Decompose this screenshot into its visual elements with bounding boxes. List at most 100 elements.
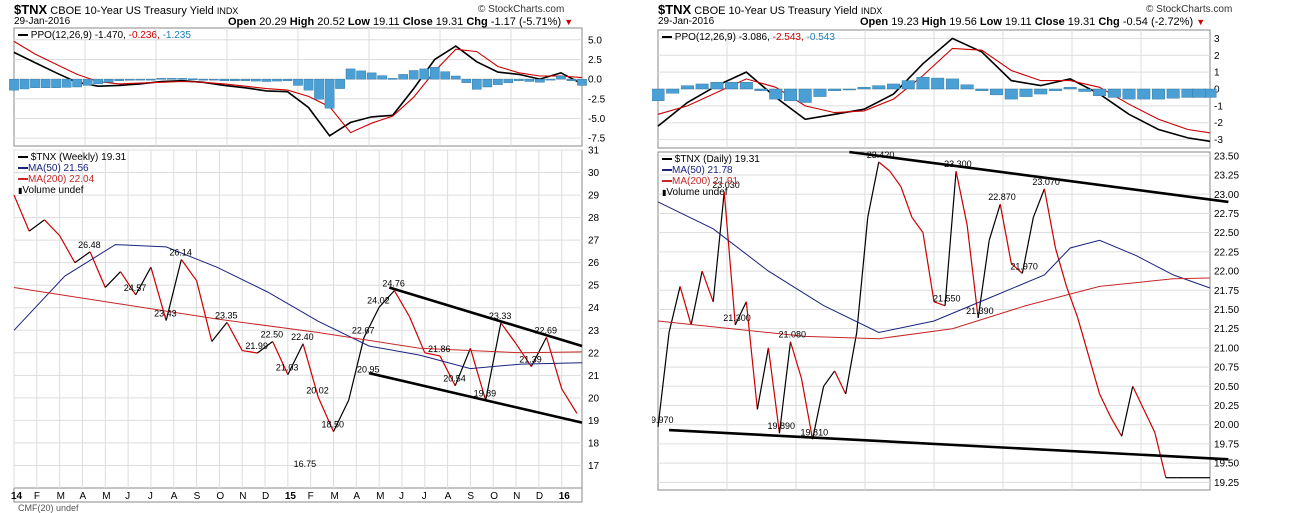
left-ppo-histogram-bar [166,78,177,80]
left-price-y-tick-label: 17 [588,461,600,472]
left-ppo-histogram-bar [240,78,251,81]
right-price-price-segment [679,286,692,326]
right-ppo-histogram-bar [1137,88,1151,100]
left-price-price-segment [485,322,502,401]
right-ppo-histogram-bar [1078,88,1092,92]
right-price-y-tick-label: 22.50 [1214,228,1239,239]
right-price-price-segment [734,301,747,326]
left-ppo-legend: PPO(12,26,9) -1.470, -0.236, -1.235 [18,30,191,41]
right-chart: $TNX CBOE 10-Year US Treasury Yield INDX… [652,0,1296,512]
left-price-price-segment [135,266,152,296]
left-price-price-segment [74,251,91,264]
right-price-y-tick-label: 23.50 [1214,151,1239,162]
left-price-x-tick-label: F [34,491,40,502]
left-quote-row: Open 20.29 High 20.52 Low 19.11 Close 19… [228,16,574,28]
right-price-y-tick-label: 21.25 [1214,324,1239,335]
right-price-y-tick-label: 23.00 [1214,190,1239,201]
left-price-x-tick-label: J [125,491,130,502]
right-price-y-tick-label: 22.75 [1214,209,1239,220]
right-ppo-histogram-bar [1122,88,1136,100]
left-ppo-histogram-bar [272,78,282,82]
left-ppo-histogram-bar [303,78,314,91]
right-price-value-annotation: 21.970 [1010,261,1038,271]
left-price-x-tick-label: A [171,491,178,502]
right-price-price-segment [933,301,946,307]
right-ppo-y-tick-label: 3 [1214,34,1220,45]
right-ppo-histogram-bar [666,88,680,94]
left-price-price-segment [43,219,61,237]
left-price-price-segment [272,341,289,375]
left-ppo-y-tick-label: 5.0 [588,35,602,46]
right-ppo-histogram-bar [1203,88,1217,98]
left-ppo-histogram-bar [293,78,303,86]
left-ppo-histogram-bar [30,78,40,88]
left-title-row: $TNX CBOE 10-Year US Treasury Yield INDX [14,2,238,17]
left-price-price-segment [530,336,548,367]
right-price-price-segment [944,171,957,306]
left-ppo-histogram-bar [51,78,61,88]
left-ppo-histogram-bar [356,70,366,80]
right-date: 29-Jan-2016 [658,16,715,27]
left-price-price-segment [165,259,182,321]
left-price-value-annotation: 26.14 [169,248,192,258]
right-price-price-segment [922,232,935,302]
left-price-y-tick-label: 18 [588,438,600,449]
left-price-price-segment [226,322,243,351]
left-price-frame [13,149,583,489]
left-price-x-tick-label: S [194,491,201,502]
right-price-value-annotation: 23.300 [944,159,972,169]
left-price-y-tick-label: 23 [588,326,600,337]
right-price-price-segment [800,378,814,440]
right-price-price-segment [889,170,902,187]
right-ppo-histogram-bar [842,88,856,91]
right-ppo-histogram-bar [1034,88,1048,95]
right-ppo-histogram-bar [828,88,842,91]
left-price-price-segment [150,267,167,321]
left-price-value-annotation: 21.99 [245,341,268,351]
left-ppo-histogram-bar [19,78,30,90]
left-ppo-legend-swatch [18,34,28,37]
left-price-y-tick-label: 20 [588,393,600,404]
left-price-price-segment [211,322,228,342]
left-price-x-tick-label: F [308,491,314,502]
left-ppo-histogram-bar [408,70,419,80]
left-price-x-tick-label: A [79,491,86,502]
left-price-price-segment [348,337,365,401]
right-price-price-segment [867,161,880,218]
left-ppo-histogram-bar [461,78,472,83]
right-price-price-segment [856,217,869,333]
right-price-value-annotation: 21.390 [966,306,994,316]
left-price-price-segment [393,290,411,318]
left-ppo-y-tick-label: -5.0 [588,114,606,125]
left-price-x-tick-label: N [239,491,246,502]
right-price-price-segment [878,161,891,172]
left-price-y-tick-label: 31 [588,146,600,157]
left-ppo-histogram-bar [493,78,503,85]
left-exchange: INDX [216,6,239,16]
left-ppo-histogram-bar [545,78,556,81]
left-ppo-histogram-bar [482,78,493,88]
right-ppo-histogram-bar [931,77,945,90]
left-price-price-segment [424,352,441,357]
left-price-x-tick-label: O [490,491,498,502]
right-price-ma200-line [657,277,1211,340]
right-price-y-tick-label: 23.25 [1214,171,1239,182]
right-ppo-histogram-bar [1093,88,1107,96]
right-ppo-y-tick-label: 2 [1214,51,1220,62]
right-price-price-segment [657,332,670,428]
right-price-trendline [849,150,1229,204]
left-cmf-label: CMF(20) undef [18,503,79,513]
left-price-y-tick-label: 26 [588,258,600,269]
left-ppo-y-tick-label: -2.5 [588,94,606,105]
right-ppo-histogram-bar [652,88,665,102]
left-price-x-tick-label: O [216,491,224,502]
left-ppo-histogram-bar [503,78,514,83]
right-price-value-annotation: 19.810 [801,427,829,437]
left-price-price-segment [302,343,319,398]
right-symbol: $TNX [658,2,692,17]
left-price-price-segment [257,341,274,354]
left-ppo-histogram-bar [282,78,293,81]
right-quote-row: Open 19.23 High 19.56 Low 19.11 Close 19… [860,16,1206,28]
left-price-x-tick-label: 14 [11,491,23,502]
left-ppo-ppo-line [13,45,583,137]
